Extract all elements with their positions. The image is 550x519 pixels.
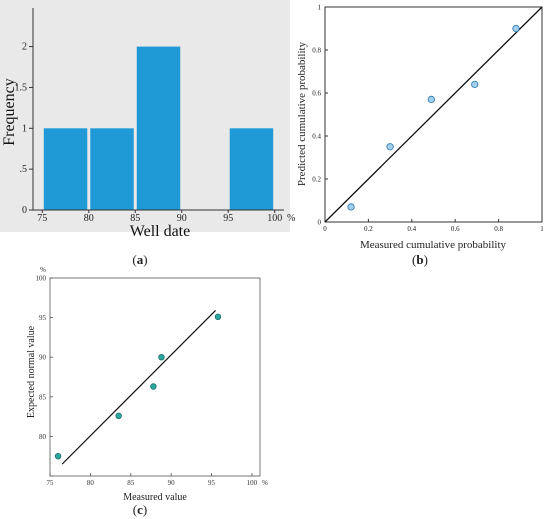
panel-a-close-paren: ) (143, 252, 147, 267)
svg-text:(b): (b) (412, 252, 428, 267)
panel-c-x-tick-label: 90 (168, 479, 176, 487)
panel-b-x-tick-label: 0.8 (494, 225, 503, 233)
panel-c-y-axis-label: Expected normal value (26, 325, 37, 418)
panel-b-x-tick-label: 0.2 (364, 225, 373, 233)
panel-c-caption: (c) (133, 502, 147, 517)
panel-c-open-paren: ( (133, 502, 137, 517)
panel-c-y-tick-label: 100 (36, 275, 47, 283)
panel-a-caption: (a) (132, 252, 147, 267)
panel-a-x-tick-label: 95 (223, 213, 233, 224)
panel-c-fit-line-segment (61, 310, 217, 465)
panel-b-x-axis-label: Measured cumulative probability (360, 239, 507, 251)
panel-b-x-tick-label: 0.4 (407, 225, 416, 233)
panel-b-points (347, 24, 520, 211)
panel-b-axes: 0 0.2 0.4 0.6 0.8 1 0 0.2 0.4 0.6 0.8 1 (312, 4, 544, 234)
panel-a-x-tick-label: 80 (84, 213, 94, 224)
panel-c-x-tick-label: 95 (208, 479, 216, 487)
panel-b-open-paren: ( (412, 252, 416, 267)
panel-c-y-tick-label: 90 (39, 354, 47, 362)
panel-b-reference-line (324, 6, 543, 223)
panel-c-data-point-2 (115, 412, 122, 420)
panel-a-y-tick-label: 1.5 (15, 82, 28, 93)
panel-c-x-axis-label: Measured value (123, 492, 187, 503)
panel-a-y-tick-label: 0 (22, 205, 27, 216)
panel-a-x-tick-label: 90 (177, 213, 187, 224)
panel-a-y-axis-label: Frequency (1, 78, 18, 146)
panel-c-x-tick-label: 100 (247, 479, 258, 487)
panel-c-data-point-3 (150, 383, 157, 390)
panel-b-letter: b (416, 252, 423, 267)
panel-c-x-unit-label: % (262, 479, 268, 487)
panel-c-data-point-5 (214, 313, 222, 321)
svg-text:(c): (c) (133, 502, 147, 517)
panel-a-x-unit-label: % (287, 213, 295, 224)
panel-b-y-tick-label: 0.2 (312, 176, 321, 184)
panel-c-x-tick-label: 85 (127, 479, 135, 487)
panel-a-bars (43, 46, 274, 210)
histogram-bar-75-80 (43, 128, 88, 210)
panel-a-x-tick-label: 85 (130, 213, 140, 224)
panel-a-y-tick-label: 2 (22, 42, 27, 53)
panel-c-y-tick-label: 95 (39, 314, 47, 322)
panel-b-probability-plot: 0 0.2 0.4 0.6 0.8 1 0 0.2 0.4 0.6 0.8 1 Measured cu… (296, 4, 544, 252)
panel-a-histogram: 0 .5 1 1.5 2 75 80 85 90 95 100% Well date Frequen… (0, 0, 295, 240)
panel-c-letter: c (137, 502, 143, 517)
panel-c-axes: 75 80 85 90 95 100 % 80 85 90 95 100% (36, 266, 269, 487)
panel-c-fit-line (61, 310, 217, 465)
histogram-bar-85-90 (136, 46, 181, 210)
panel-b-y-tick-label: 0 (318, 219, 322, 227)
panel-c-x-tick-label: 75 (47, 479, 55, 487)
panel-c-close-paren: ) (143, 502, 147, 517)
panel-b-data-point-3 (427, 95, 435, 104)
panel-b-y-axis-label: Predicted cumulative probability (296, 41, 308, 186)
panel-b-x-tick-label: 1 (540, 225, 544, 233)
panel-b-y-tick-label: 0.4 (312, 133, 321, 141)
panel-c-data-point-1 (54, 453, 62, 460)
panel-b-caption: (b) (412, 252, 428, 267)
panel-b-frame (324, 6, 543, 223)
panel-b-close-paren: ) (424, 252, 428, 267)
panel-a-y-tick-label: .5 (20, 164, 28, 175)
panel-b-data-point-5 (512, 24, 520, 33)
panel-b-data-point-2 (386, 143, 394, 151)
svg-text:(a): (a) (132, 252, 147, 267)
panel-b-data-point-1 (347, 203, 355, 211)
panel-c-normal-plot: 75 80 85 90 95 100 % 80 85 90 95 100% Measured valu… (26, 266, 268, 503)
panel-c-data-point-4 (158, 354, 165, 361)
panel-b-y-tick-label: 1 (318, 4, 322, 12)
panel-a-x-tick-label: 75 (37, 213, 47, 224)
panel-c-x-tick-label: 80 (87, 479, 95, 487)
panel-b-x-tick-label: 0 (323, 225, 327, 233)
histogram-bar-80-85 (90, 128, 134, 210)
histogram-bar-95-100 (229, 128, 274, 210)
panel-b-x-tick-label: 0.6 (451, 225, 460, 233)
panel-b-y-tick-label: 0.8 (312, 47, 321, 55)
panel-a-letter: a (137, 252, 144, 267)
panel-a-open-paren: ( (132, 252, 136, 267)
panel-c-y-tick-label: 80 (39, 433, 47, 441)
panel-a-x-axis-label: Well date (130, 223, 190, 240)
panel-c-y-unit-label: % (40, 266, 46, 274)
panel-b-y-tick-label: 0.6 (312, 90, 321, 98)
panel-b-data-point-4 (471, 80, 479, 89)
panel-c-y-tick-label: 85 (39, 393, 47, 401)
panel-a-y-tick-label: 1 (22, 123, 27, 134)
panel-c-points (54, 313, 222, 460)
panel-a-x-tick-label: 100 (267, 213, 282, 224)
panel-c-frame (49, 277, 261, 477)
panel-b-diagonal-line (324, 6, 543, 223)
panel-a-axes: 0 .5 1 1.5 2 75 80 85 90 95 100% (15, 8, 295, 224)
